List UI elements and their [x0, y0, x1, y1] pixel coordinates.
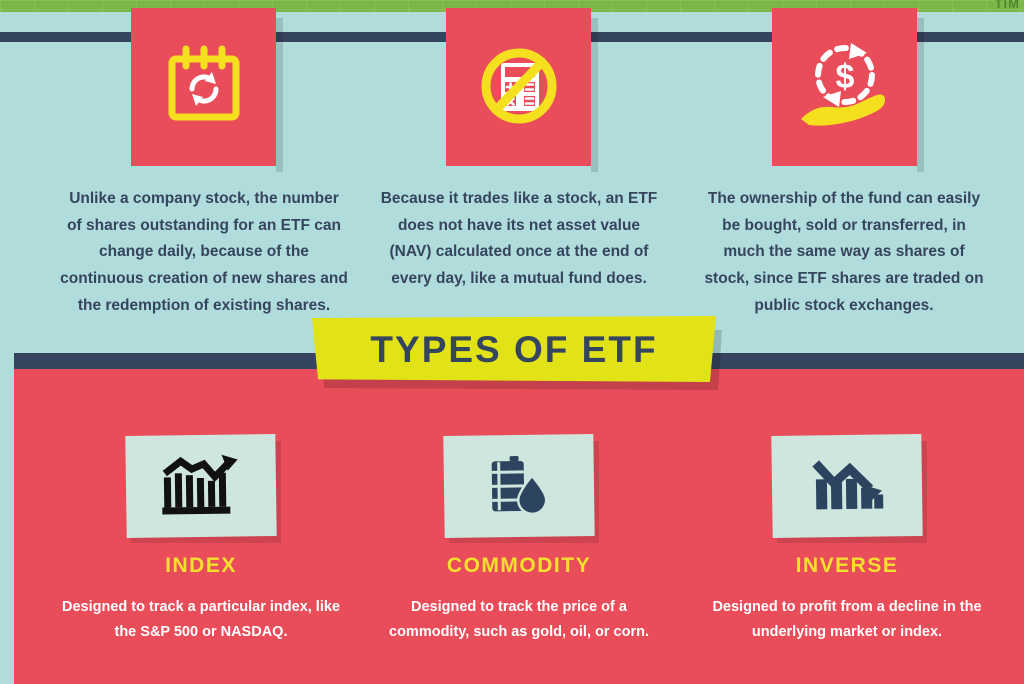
- card-face: [443, 433, 595, 539]
- bar-chart-up-icon: [158, 450, 245, 522]
- types-banner: TYPES OF ETF: [312, 316, 722, 390]
- type-card-index: [125, 433, 281, 543]
- upper-card-1: [131, 8, 283, 172]
- upper-card-2-text: Because it trades like a stock, an ETF d…: [380, 190, 658, 287]
- upper-teal-section: $ Unlike a company stock, the number of …: [0, 8, 1024, 353]
- type-card-inverse: [771, 433, 927, 543]
- banner-title: TYPES OF ETF: [370, 328, 658, 370]
- type-desc-inverse: Designed to profit from a decline in the…: [712, 599, 982, 640]
- card-face: [771, 433, 923, 539]
- hand-dollar-cycle-icon: $: [793, 33, 897, 142]
- type-card-commodity: [443, 433, 599, 543]
- oil-barrel-droplet-icon: [483, 448, 554, 524]
- bar-chart-down-icon: [804, 450, 891, 522]
- type-label-inverse: INVERSE: [795, 554, 899, 577]
- upper-card-3-text: The ownership of the fund can easily be …: [704, 190, 984, 314]
- type-label-commodity: COMMODITY: [446, 554, 592, 577]
- type-desc-index: Designed to track a particular index, li…: [61, 599, 340, 640]
- type-label-index: INDEX: [165, 554, 237, 577]
- upper-card-3: $: [772, 8, 924, 172]
- upper-card-row: $: [0, 8, 1024, 172]
- svg-text:$: $: [835, 58, 854, 96]
- type-desc-commodity: Designed to track the price of a commodi…: [389, 599, 649, 640]
- card-face: [125, 433, 277, 539]
- upper-card-1-text: Unlike a company stock, the number of sh…: [60, 190, 348, 314]
- banner-ribbon: TYPES OF ETF: [312, 316, 716, 382]
- upper-card-2: [446, 8, 598, 172]
- calendar-refresh-icon: [158, 39, 250, 136]
- brand-mark: TIM: [994, 0, 1020, 10]
- no-calculator-icon: [469, 35, 569, 140]
